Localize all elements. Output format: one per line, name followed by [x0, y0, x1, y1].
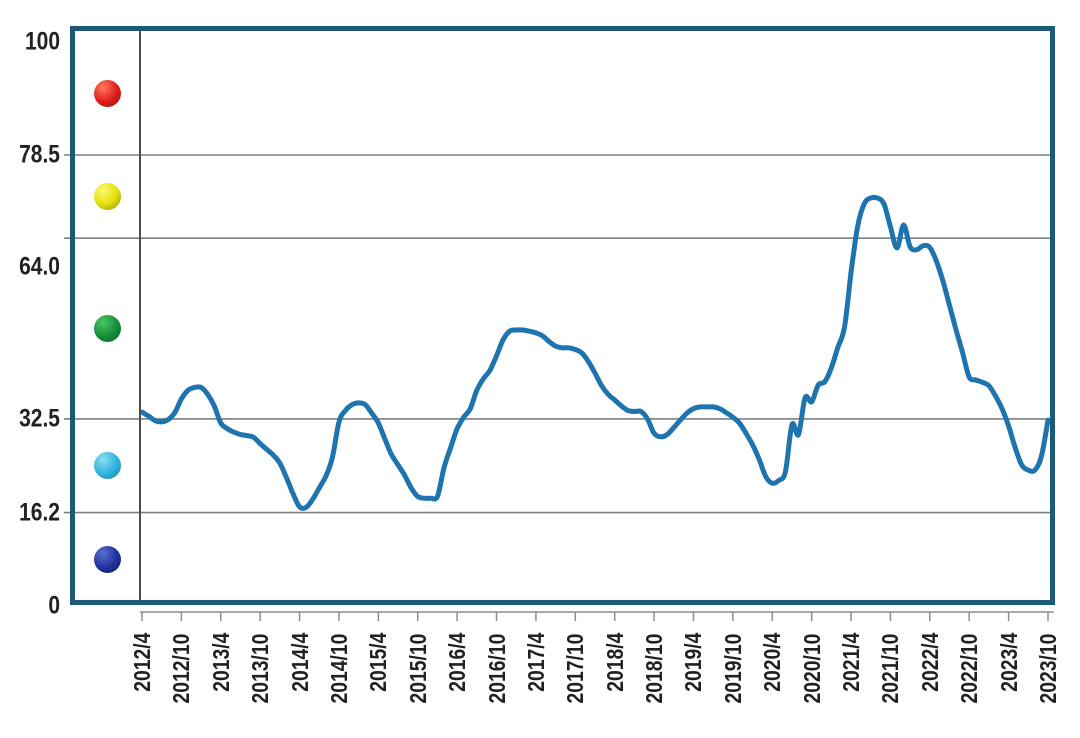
x-tick-label-2021-4: 2021/4 — [838, 632, 865, 692]
x-tick-label-2022-4: 2022/4 — [916, 632, 943, 692]
x-tick-label-2012-10: 2012/10 — [168, 633, 195, 704]
x-tick-label-2022-10: 2022/10 — [956, 633, 983, 704]
x-tick-label-2023-10: 2023/10 — [1035, 633, 1061, 704]
y-tick-label-78.5: 78.5 — [19, 140, 60, 169]
x-tick-label-2019-4: 2019/4 — [680, 632, 707, 692]
x-tick-label-2012-4: 2012/4 — [129, 632, 155, 692]
y-tick-label-64.0: 64.0 — [19, 252, 60, 281]
x-tick-label-2014-4: 2014/4 — [286, 632, 313, 692]
y-tick-label-100: 100 — [24, 27, 60, 56]
dark-blue-signal-ball — [93, 545, 121, 573]
x-tick-label-2013-4: 2013/4 — [207, 632, 234, 692]
x-tick-label-2017-10: 2017/10 — [562, 633, 589, 704]
yellow-signal-ball — [93, 183, 121, 211]
green-signal-ball — [93, 315, 121, 343]
x-tick-label-2013-10: 2013/10 — [247, 633, 274, 704]
x-tick-label-2021-10: 2021/10 — [877, 633, 904, 704]
x-tick-label-2020-4: 2020/4 — [759, 632, 786, 692]
x-tick-label-2018-4: 2018/4 — [601, 632, 628, 692]
x-tick-label-2015-4: 2015/4 — [365, 632, 392, 692]
y-tick-label-0: 0 — [48, 591, 60, 619]
y-tick-label-16.2: 16.2 — [19, 498, 60, 527]
x-tick-label-2015-10: 2015/10 — [404, 633, 431, 704]
y-tick-label-32.5: 32.5 — [19, 404, 60, 433]
x-tick-label-2020-10: 2020/10 — [798, 633, 825, 704]
x-tick-label-2017-4: 2017/4 — [522, 632, 549, 692]
warning-index-line — [139, 194, 1051, 511]
light-blue-signal-ball — [93, 452, 121, 480]
x-tick-label-2016-4: 2016/4 — [444, 632, 471, 692]
x-tick-label-2016-10: 2016/10 — [483, 633, 510, 704]
x-tick-label-2019-10: 2019/10 — [719, 633, 746, 704]
x-tick-label-2018-10: 2018/10 — [641, 633, 668, 704]
x-tick-label-2014-10: 2014/10 — [325, 633, 352, 704]
red-signal-ball — [93, 79, 121, 107]
x-tick-label-2023-4: 2023/4 — [995, 632, 1022, 692]
signal-strip-divider — [139, 31, 141, 600]
